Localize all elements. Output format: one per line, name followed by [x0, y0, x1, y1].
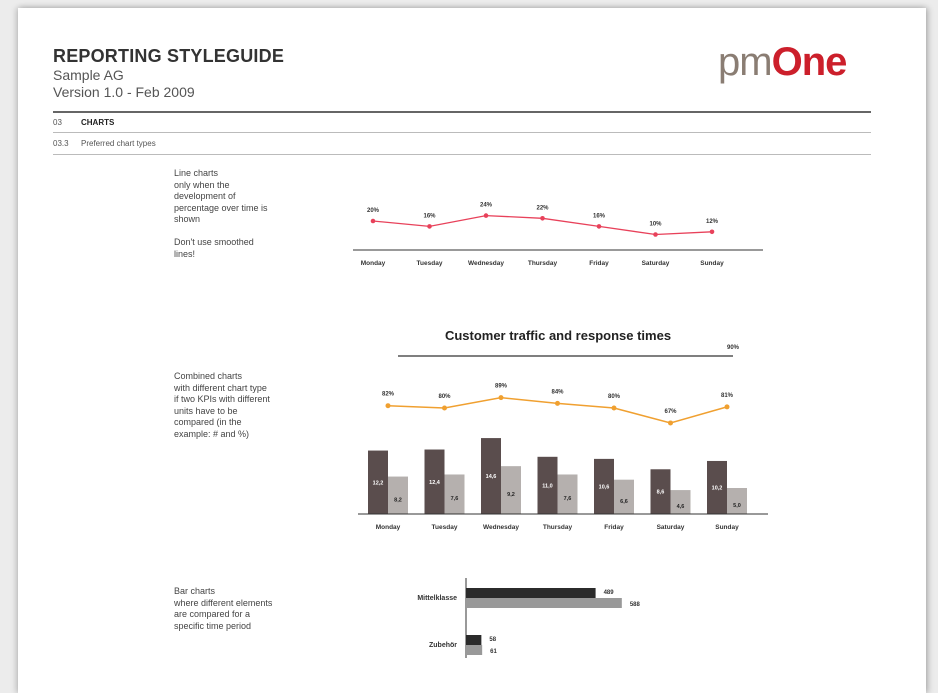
bar-dark — [537, 456, 558, 514]
data-point — [596, 224, 602, 229]
bar-dark — [707, 460, 727, 514]
data-point — [442, 405, 447, 411]
bar-light-label: 4,6 — [677, 504, 685, 510]
data-point — [483, 213, 489, 218]
y-tick-label: Zubehör — [429, 642, 457, 649]
data-label: 24% — [480, 203, 493, 209]
x-tick-label: Sunday — [700, 260, 724, 267]
data-label: 80% — [608, 394, 621, 400]
data-point — [668, 420, 673, 426]
line-chart-description: Line charts only when the development of… — [174, 168, 268, 259]
bar-light — [388, 476, 408, 514]
x-tick-label: Saturday — [642, 260, 670, 267]
bar-light — [614, 479, 634, 514]
x-tick-label: Wednesday — [483, 524, 519, 531]
bar-value-label: 489 — [604, 590, 615, 596]
x-tick-label: Wednesday — [468, 260, 504, 267]
subsection-heading: 03.3 Preferred chart types — [53, 139, 156, 148]
x-tick-label: Thursday — [543, 524, 573, 531]
bar-light-label: 7,6 — [451, 496, 459, 502]
bar-light-label: 8,2 — [394, 497, 402, 503]
bar-chart-description: Bar charts where different elements are … — [174, 586, 273, 631]
data-point — [709, 229, 715, 235]
bar-light-label: 7,6 — [564, 496, 572, 502]
line-chart: 20% Monday 16% Tuesday 24% Wednesday 22% Thursd… — [353, 203, 763, 267]
data-label: 20% — [367, 208, 380, 214]
data-label: 80% — [438, 394, 451, 400]
bar-light — [444, 474, 465, 514]
data-label: 84% — [551, 389, 564, 395]
document-title: REPORTING STYLEGUIDE — [53, 46, 285, 66]
x-tick-label: Friday — [604, 524, 624, 531]
bar-dark-label: 14,6 — [486, 474, 497, 480]
data-label: 81% — [721, 393, 734, 399]
data-point — [498, 395, 504, 401]
pmone-logo: pmOne — [718, 40, 847, 84]
bar-light — [466, 645, 483, 655]
data-point — [724, 404, 730, 410]
horizontal-bar-chart: Mittelklasse 489 588 Zubehör 58 61 — [417, 578, 641, 658]
section-heading: 03 CHARTS — [53, 118, 115, 127]
bar-light-label: 5,0 — [733, 503, 741, 509]
data-label: 67% — [664, 409, 677, 415]
bar-dark — [481, 438, 501, 514]
x-tick-label: Tuesday — [417, 260, 443, 267]
bar-light — [670, 490, 691, 514]
bar-light — [466, 598, 622, 608]
data-label: 16% — [423, 213, 436, 219]
y-tick-label: Mittelklasse — [417, 595, 457, 602]
bar-value-label: 58 — [489, 637, 496, 643]
data-label: 12% — [706, 219, 719, 225]
bar-value-label: 588 — [630, 602, 641, 608]
bar-dark — [424, 449, 445, 514]
x-tick-label: Saturday — [657, 524, 685, 531]
document-page: REPORTING STYLEGUIDE Sample AG Version 1… — [18, 8, 926, 693]
data-point — [385, 403, 391, 409]
combined-chart: Customer traffic and response times 90% 12… — [358, 328, 768, 531]
data-point — [427, 224, 432, 229]
bar-light — [557, 474, 578, 514]
section-divider — [53, 132, 871, 133]
bar-dark — [466, 588, 596, 598]
data-label: 16% — [593, 213, 606, 219]
bar-value-label: 61 — [490, 649, 497, 655]
bar-dark-label: 10,6 — [599, 484, 610, 490]
data-label: 10% — [649, 222, 662, 228]
bar-dark-label: 11,0 — [542, 483, 552, 489]
data-point — [370, 218, 376, 224]
bar-dark — [594, 458, 614, 514]
x-tick-label: Tuesday — [432, 524, 458, 531]
bar-light — [501, 466, 521, 514]
x-tick-label: Sunday — [715, 524, 739, 531]
data-point — [611, 405, 617, 411]
bar-light — [727, 488, 747, 514]
x-tick-label: Friday — [589, 260, 609, 267]
bar-light-label: 9,2 — [507, 492, 515, 498]
bar-dark — [650, 469, 671, 514]
data-label: 82% — [382, 392, 395, 398]
bar-dark-label: 12,4 — [429, 480, 441, 486]
x-tick-label: Thursday — [528, 260, 558, 267]
bar-dark-label: 12,2 — [373, 480, 384, 486]
x-tick-label: Monday — [361, 260, 386, 267]
bar-dark-label: 8,6 — [657, 490, 665, 496]
data-label: 89% — [495, 384, 508, 390]
chart-title: Customer traffic and response times — [445, 328, 671, 343]
data-point — [555, 400, 560, 406]
data-point — [540, 216, 545, 221]
line-top-label: 90% — [727, 345, 740, 351]
data-label: 22% — [536, 205, 549, 211]
data-point — [653, 232, 658, 237]
bar-light-label: 6,6 — [620, 499, 628, 505]
document-subtitle: Sample AG — [53, 67, 124, 83]
combined-chart-description: Combined charts with different chart typ… — [174, 371, 270, 439]
bar-dark-label: 10,2 — [712, 485, 723, 491]
bar-dark — [368, 450, 388, 514]
document-version: Version 1.0 - Feb 2009 — [53, 84, 195, 100]
header-divider — [53, 111, 871, 113]
bar-dark — [466, 635, 482, 645]
subsection-divider — [53, 154, 871, 155]
x-tick-label: Monday — [376, 524, 401, 531]
